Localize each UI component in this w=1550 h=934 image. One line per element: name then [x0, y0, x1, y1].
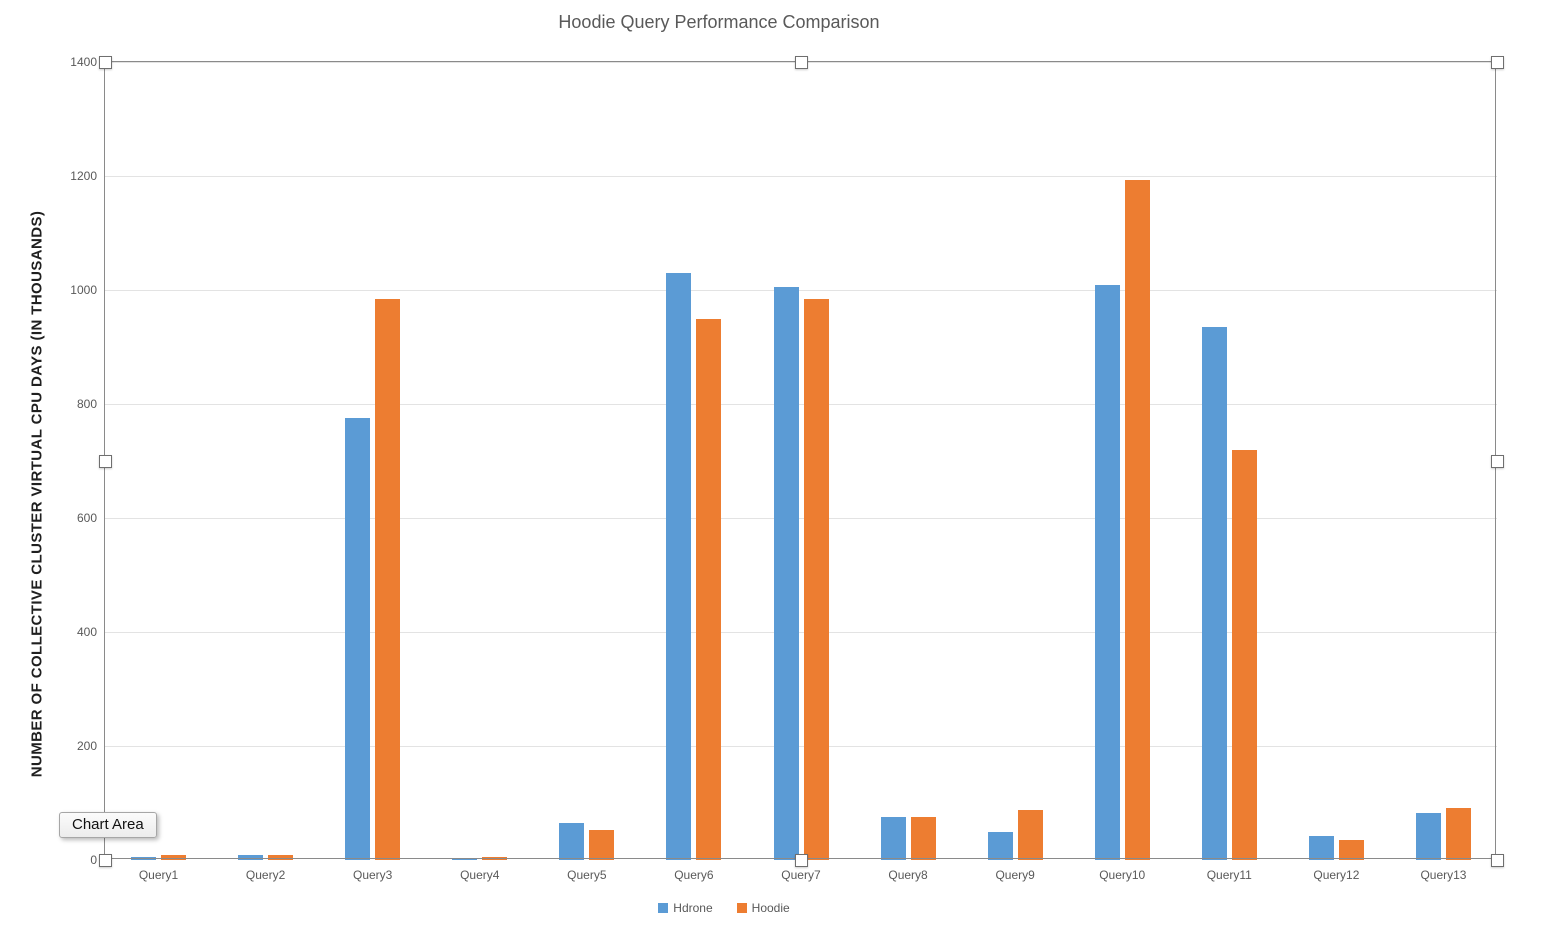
gridline — [105, 290, 1497, 291]
bar-hdrone-query3[interactable] — [345, 418, 371, 860]
legend-item-hoodie[interactable]: Hoodie — [736, 901, 790, 915]
bar-hdrone-query5[interactable] — [559, 822, 585, 860]
bar-hdrone-query12[interactable] — [1308, 836, 1334, 860]
y-tick-label[interactable]: 1000 — [70, 283, 97, 297]
legend[interactable]: Hdrone Hoodie — [0, 901, 1448, 915]
y-tick-label[interactable]: 400 — [76, 625, 97, 639]
x-axis-label-query11[interactable]: Query11 — [1206, 868, 1252, 882]
selection-handle[interactable] — [794, 55, 808, 69]
selection-handle[interactable] — [1490, 454, 1504, 468]
bar-hoodie-query6[interactable] — [696, 318, 722, 860]
legend-label: Hoodie — [751, 901, 790, 915]
bar-hoodie-query8[interactable] — [910, 817, 936, 860]
bar-hdrone-query7[interactable] — [773, 287, 799, 860]
legend-swatch-icon — [658, 903, 669, 913]
plot-selection-border — [104, 61, 1496, 859]
selection-handle[interactable] — [1490, 55, 1504, 69]
bar-hdrone-query6[interactable] — [666, 272, 692, 860]
bar-hdrone-query4[interactable] — [452, 857, 478, 860]
gridline — [105, 746, 1497, 747]
gridline — [105, 404, 1497, 405]
legend-label: Hdrone — [673, 901, 713, 915]
bar-hoodie-query10[interactable] — [1124, 179, 1150, 860]
x-axis-label-query7[interactable]: Query7 — [781, 868, 821, 882]
gridline — [105, 632, 1497, 633]
x-axis-label-query9[interactable]: Query9 — [995, 868, 1035, 882]
bar-hoodie-query9[interactable] — [1017, 809, 1043, 860]
y-tick-label[interactable]: 200 — [76, 739, 97, 753]
y-tick-label[interactable]: 1400 — [70, 55, 97, 69]
selection-handle[interactable] — [98, 55, 112, 69]
bar-hdrone-query1[interactable] — [131, 857, 157, 860]
bar-hoodie-query7[interactable] — [803, 298, 829, 860]
bar-hdrone-query9[interactable] — [987, 832, 1013, 860]
bar-hdrone-query2[interactable] — [238, 854, 264, 860]
bar-hoodie-query12[interactable] — [1338, 840, 1364, 860]
bar-hoodie-query4[interactable] — [482, 857, 508, 860]
x-axis-label-query1[interactable]: Query1 — [138, 868, 179, 882]
selection-handle[interactable] — [98, 454, 112, 468]
selection-handle[interactable] — [1490, 853, 1504, 867]
chart-title[interactable]: Hoodie Query Performance Comparison — [558, 12, 880, 32]
bar-hoodie-query13[interactable] — [1445, 808, 1471, 860]
bar-hoodie-query5[interactable] — [589, 829, 615, 860]
bar-hdrone-query13[interactable] — [1415, 813, 1441, 860]
x-axis-label-query12[interactable]: Query12 — [1313, 868, 1360, 882]
bar-hdrone-query10[interactable] — [1094, 285, 1120, 860]
bar-hoodie-query2[interactable] — [268, 855, 294, 860]
x-axis-label-query4[interactable]: Query4 — [460, 868, 500, 882]
y-tick-label[interactable]: 600 — [76, 511, 97, 525]
x-axis-label-query8[interactable]: Query8 — [888, 868, 928, 882]
legend-swatch-icon — [736, 903, 747, 913]
legend-item-hdrone[interactable]: Hdrone — [658, 901, 713, 915]
y-tick-label[interactable]: 800 — [76, 397, 97, 411]
x-axis-label-query10[interactable]: Query10 — [1099, 868, 1146, 882]
x-axis-label-query3[interactable]: Query3 — [352, 868, 393, 882]
x-axis-label-query13[interactable]: Query13 — [1420, 868, 1467, 882]
x-axis-label-query5[interactable]: Query5 — [567, 868, 607, 882]
y-tick-label[interactable]: 1200 — [70, 169, 97, 183]
chart-area-tooltip: Chart Area — [59, 812, 157, 838]
gridline — [105, 176, 1497, 177]
bar-hdrone-query11[interactable] — [1201, 327, 1227, 860]
bar-hoodie-query11[interactable] — [1231, 449, 1257, 860]
bar-hoodie-query1[interactable] — [161, 855, 187, 860]
x-axis-label-query2[interactable]: Query2 — [245, 868, 286, 882]
x-axis-label-query6[interactable]: Query6 — [674, 868, 714, 882]
y-tick-label[interactable]: 0 — [90, 853, 97, 867]
selection-handle[interactable] — [794, 853, 808, 867]
bar-hoodie-query3[interactable] — [375, 298, 401, 860]
bar-hdrone-query8[interactable] — [880, 817, 906, 860]
selection-handle[interactable] — [98, 853, 112, 867]
gridline — [105, 518, 1497, 519]
